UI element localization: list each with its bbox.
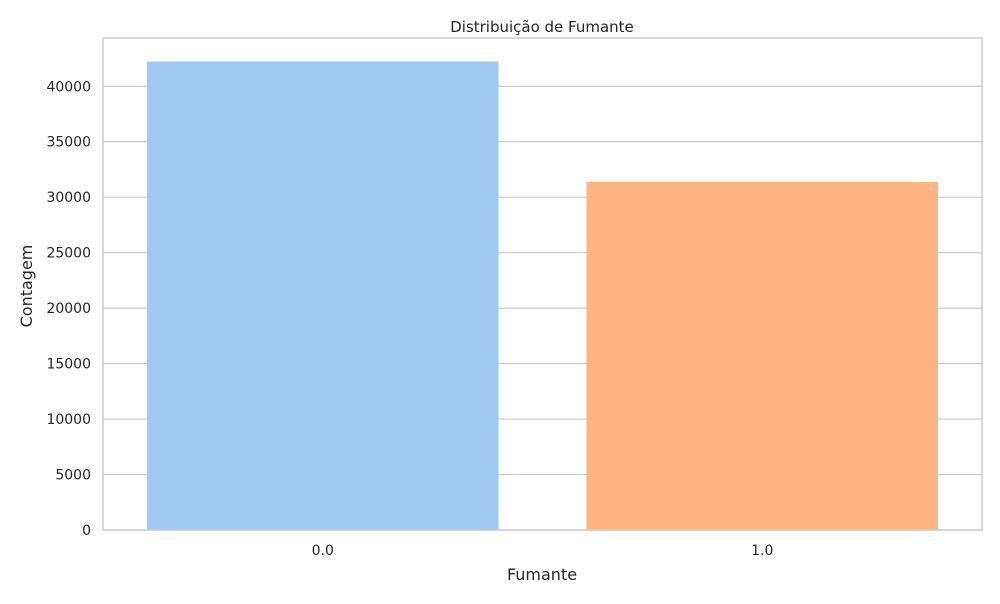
y-axis-title: Contagem (17, 245, 36, 328)
y-tick-label: 30000 (46, 190, 91, 206)
y-tick-label: 25000 (46, 246, 91, 262)
y-tick-label: 40000 (46, 79, 91, 95)
bars (146, 61, 939, 530)
bar-1-0 (586, 181, 939, 530)
chart-title: Distribuição de Fumante (450, 18, 634, 36)
axes-spines (102, 37, 983, 531)
x-tick-label: 0.0 (312, 543, 334, 559)
y-tick-label: 15000 (46, 357, 91, 373)
x-axis-title: Fumante (507, 565, 577, 584)
y-tick-label: 5000 (55, 468, 91, 484)
x-tick-label: 1.0 (751, 543, 773, 559)
y-tick-label: 35000 (46, 135, 91, 151)
y-tick-label: 20000 (46, 301, 91, 317)
axes-frame (102, 37, 983, 531)
x-tick-labels: 0.0 1.0 (312, 543, 774, 559)
bar-0-0 (146, 61, 499, 530)
y-tick-label: 0 (82, 523, 91, 539)
y-tick-labels: 0 5000 10000 15000 20000 25000 30000 35000 40000 (46, 79, 91, 539)
y-tick-label: 10000 (46, 412, 91, 428)
